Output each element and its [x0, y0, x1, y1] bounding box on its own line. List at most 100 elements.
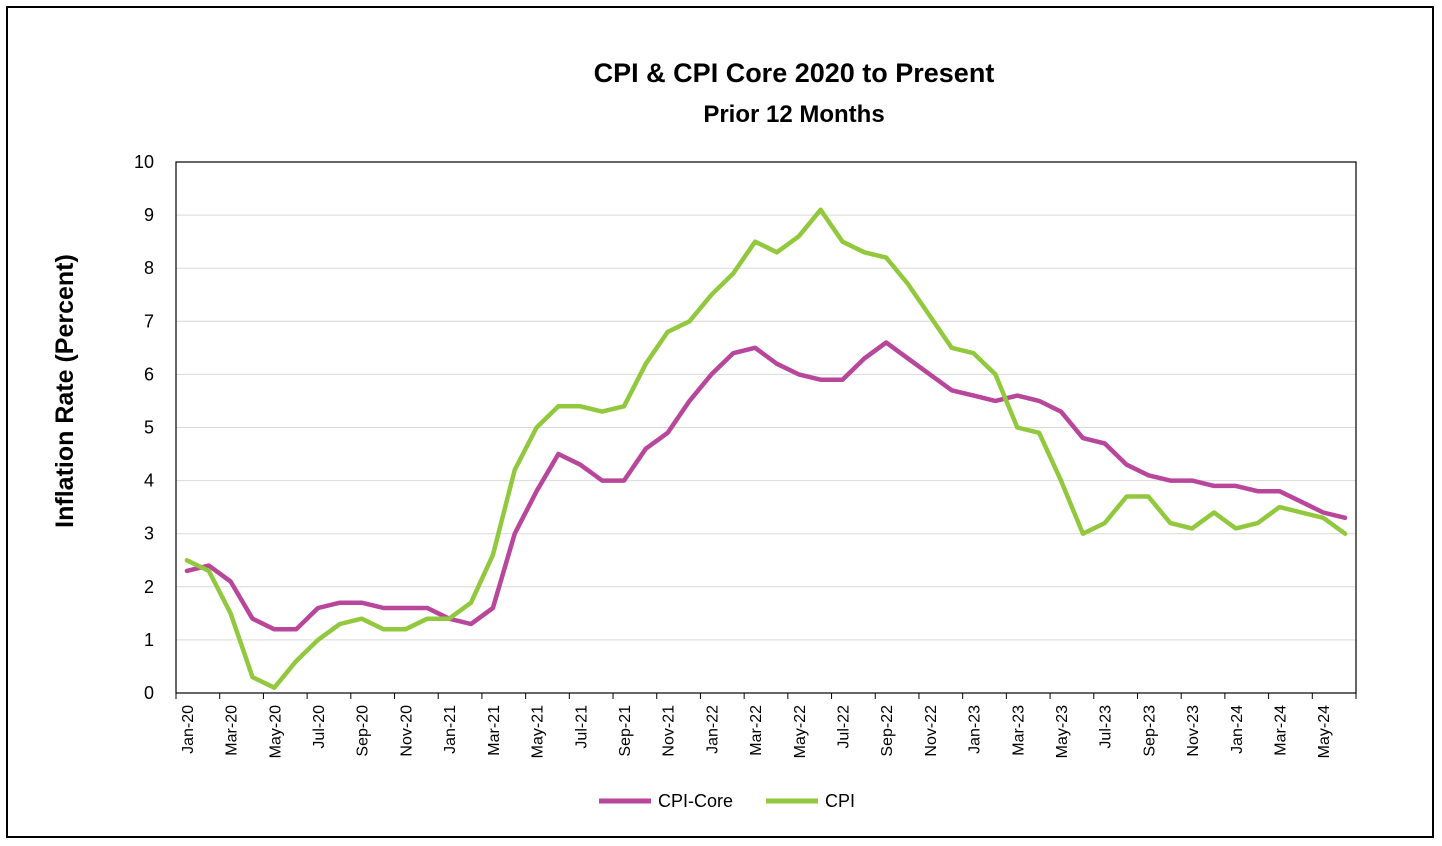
data-point-cpi-dec-21	[688, 319, 692, 323]
data-point-cpi-core-oct-20	[382, 606, 386, 610]
data-point-cpi-core-jun-22	[819, 378, 823, 382]
data-point-cpi-dec-22	[950, 346, 954, 350]
chart-subtitle: Prior 12 Months	[703, 101, 884, 128]
data-point-cpi-core-nov-21	[666, 431, 670, 435]
data-point-cpi-core-may-21	[535, 489, 539, 493]
x-tick-mar-22: Mar-22	[748, 705, 765, 756]
data-point-cpi-nov-22	[928, 314, 932, 318]
data-point-cpi-oct-23	[1168, 521, 1172, 525]
data-point-cpi-aug-22	[862, 250, 866, 254]
data-point-cpi-jun-22	[819, 208, 823, 212]
data-point-cpi-core-dec-23	[1212, 484, 1216, 488]
x-tick-nov-20: Nov-20	[398, 705, 415, 757]
data-point-cpi-aug-20	[338, 622, 342, 626]
series-line-cpi-core	[184, 340, 1348, 632]
y-tick-1: 1	[144, 630, 154, 650]
y-tick-labels: 0 1 2 3 4 5 6 7 8 9 10	[134, 152, 154, 703]
data-point-cpi-core-apr-20	[250, 617, 254, 621]
y-tick-5: 5	[144, 418, 154, 438]
data-point-cpi-core-jan-24	[1234, 484, 1238, 488]
x-tick-sep-20: Sep-20	[355, 705, 372, 757]
data-point-cpi-core-jun-23	[1081, 436, 1085, 440]
x-tick-sep-23: Sep-23	[1141, 705, 1158, 757]
data-point-cpi-core-mar-21	[491, 606, 495, 610]
data-point-cpi-sep-22	[884, 256, 888, 260]
x-tick-sep-21: Sep-21	[617, 705, 634, 757]
x-tick-may-21: May-21	[530, 705, 547, 758]
x-tick-may-22: May-22	[792, 705, 809, 758]
data-point-cpi-core-sep-21	[622, 479, 626, 483]
data-point-cpi-core-mar-22	[753, 346, 757, 350]
data-point-cpi-core-mar-20	[229, 579, 233, 583]
plot-area-border	[175, 161, 1357, 694]
data-point-cpi-jan-24	[1234, 526, 1238, 530]
data-point-cpi-core-jun-20	[294, 627, 298, 631]
data-point-cpi-core-feb-20	[207, 564, 211, 568]
data-point-cpi-core-jan-23	[972, 394, 976, 398]
data-point-cpi-jan-20	[185, 558, 189, 562]
data-point-cpi-nov-21	[666, 330, 670, 334]
data-point-cpi-core-dec-20	[425, 606, 429, 610]
data-point-cpi-feb-24	[1256, 521, 1260, 525]
data-point-cpi-apr-22	[775, 250, 779, 254]
data-point-cpi-may-22	[797, 234, 801, 238]
data-point-cpi-oct-22	[906, 282, 910, 286]
data-point-cpi-mar-22	[753, 240, 757, 244]
series-lines	[184, 207, 1348, 690]
data-point-cpi-core-jan-22	[709, 372, 713, 376]
data-point-cpi-core-sep-20	[360, 601, 364, 605]
chart-frame	[6, 6, 1434, 838]
data-point-cpi-jan-21	[447, 617, 451, 621]
data-point-cpi-apr-20	[250, 675, 254, 679]
data-point-cpi-apr-24	[1299, 510, 1303, 514]
data-point-cpi-core-jun-24	[1343, 516, 1347, 520]
data-point-cpi-core-oct-23	[1168, 479, 1172, 483]
data-point-cpi-jul-22	[840, 240, 844, 244]
data-point-cpi-feb-20	[207, 569, 211, 573]
data-point-cpi-oct-20	[382, 627, 386, 631]
data-point-cpi-sep-23	[1146, 495, 1150, 499]
data-point-cpi-feb-23	[993, 372, 997, 376]
data-point-cpi-mar-23	[1015, 426, 1019, 430]
data-point-cpi-core-apr-21	[513, 532, 517, 536]
data-point-cpi-jul-21	[578, 404, 582, 408]
x-tick-mar-24: Mar-24	[1273, 705, 1290, 756]
data-point-cpi-mar-21	[491, 553, 495, 557]
y-tick-0: 0	[144, 683, 154, 703]
data-point-cpi-core-jun-21	[556, 452, 560, 456]
data-point-cpi-apr-23	[1037, 431, 1041, 435]
x-tick-jan-24: Jan-24	[1229, 705, 1246, 754]
data-point-cpi-core-dec-22	[950, 388, 954, 392]
x-tick-jul-21: Jul-21	[573, 705, 590, 749]
y-tick-3: 3	[144, 524, 154, 544]
legend: CPI-Core CPI	[599, 791, 855, 811]
data-point-cpi-jul-20	[316, 638, 320, 642]
data-point-cpi-dec-20	[425, 617, 429, 621]
data-point-cpi-oct-21	[644, 362, 648, 366]
x-tick-may-20: May-20	[267, 705, 284, 758]
y-tick-9: 9	[144, 205, 154, 225]
legend-label-cpi-core: CPI-Core	[658, 791, 733, 811]
y-tick-2: 2	[144, 577, 154, 597]
x-tick-mar-21: Mar-21	[486, 705, 503, 756]
data-point-cpi-core-may-20	[272, 627, 276, 631]
data-point-cpi-core-aug-20	[338, 601, 342, 605]
y-tick-8: 8	[144, 258, 154, 278]
x-tick-jul-22: Jul-22	[835, 705, 852, 749]
data-point-cpi-mar-20	[229, 611, 233, 615]
data-point-cpi-nov-23	[1190, 526, 1194, 530]
data-point-cpi-jun-21	[556, 404, 560, 408]
x-tick-jan-21: Jan-21	[442, 705, 459, 754]
data-point-cpi-core-jul-20	[316, 606, 320, 610]
data-point-cpi-jan-22	[709, 293, 713, 297]
data-point-cpi-core-sep-23	[1146, 473, 1150, 477]
chart-title: CPI & CPI Core 2020 to Present	[594, 58, 995, 88]
legend-label-cpi: CPI	[825, 791, 855, 811]
data-point-cpi-core-nov-20	[403, 606, 407, 610]
x-tick-jul-20: Jul-20	[311, 705, 328, 749]
series-line-cpi	[184, 207, 1348, 690]
x-tick-nov-22: Nov-22	[923, 705, 940, 757]
data-point-cpi-nov-20	[403, 627, 407, 631]
data-point-cpi-core-aug-22	[862, 356, 866, 360]
